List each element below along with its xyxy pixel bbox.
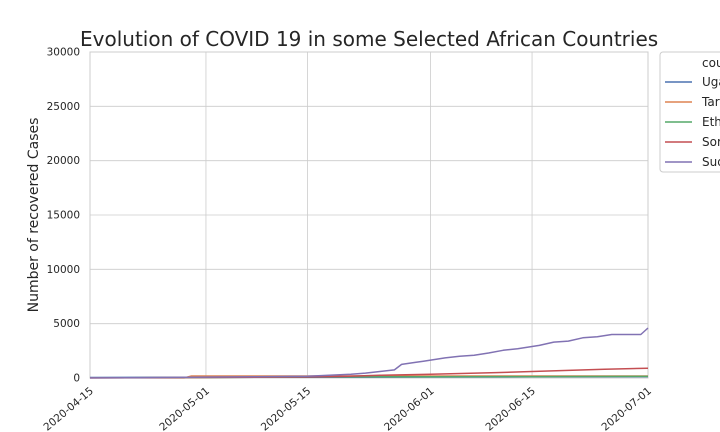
y-tick-label: 15000	[47, 210, 80, 222]
chart-title: Evolution of COVID 19 in some Selected A…	[80, 27, 659, 51]
x-tick-label: 2020-05-15	[259, 385, 313, 432]
series-line-sud	[89, 327, 649, 379]
y-tick-label: 10000	[47, 264, 80, 276]
legend-label-sud: Sud	[702, 155, 720, 169]
x-tick-label: 2020-04-15	[41, 385, 95, 432]
plot-frame	[89, 51, 649, 379]
legend-label-uga: Uga	[702, 75, 720, 89]
legend-label-eth: Eth	[702, 115, 720, 129]
x-tick-label: 2020-06-01	[382, 385, 436, 432]
legend-box	[659, 51, 720, 173]
x-tick-label: 2020-06-15	[484, 385, 538, 432]
legend-label-tar: Tar	[701, 95, 720, 109]
legend-label-sor: Sor	[702, 135, 720, 149]
x-tick-label: 2020-07-01	[599, 385, 653, 432]
y-tick-label: 25000	[47, 101, 80, 113]
y-tick-label: 5000	[53, 318, 80, 330]
y-tick-label: 20000	[47, 155, 80, 167]
x-tick-label: 2020-05-01	[157, 385, 211, 432]
y-tick-label: 0	[73, 373, 80, 385]
y-tick-label: 30000	[47, 47, 80, 59]
legend-title: cou	[702, 56, 720, 70]
